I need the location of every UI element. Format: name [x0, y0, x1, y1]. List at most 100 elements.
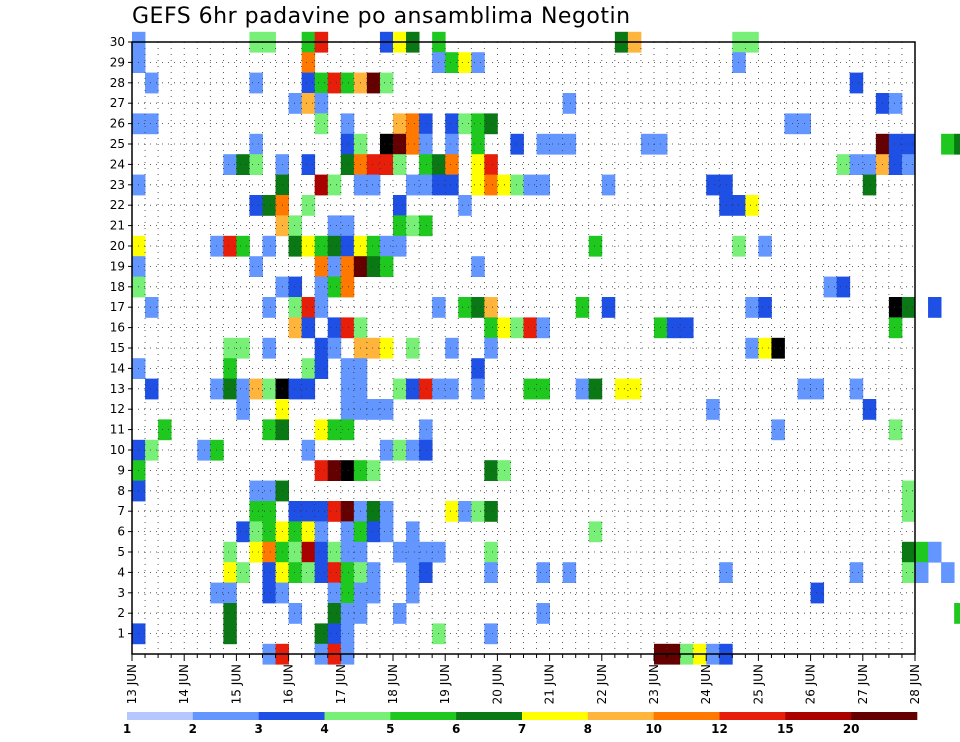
heatmap-cell: [314, 358, 329, 379]
heatmap-cell: [249, 521, 263, 543]
heatmap-cell: [366, 562, 381, 583]
heatmap-cell: [249, 195, 263, 216]
heatmap-cell: [393, 439, 407, 461]
heatmap-cell: [406, 337, 420, 359]
heatmap-cell: [719, 174, 733, 196]
heatmap-cell: [223, 582, 237, 604]
heatmap-cell: [419, 215, 433, 237]
heatmap-cell: [301, 195, 316, 216]
x-tick-label: 21 JUN: [543, 664, 557, 704]
y-tick-label: 4: [117, 565, 125, 579]
heatmap-cell: [236, 562, 250, 583]
heatmap-cell: [327, 215, 342, 237]
colorbar-label: 7: [518, 722, 526, 736]
heatmap-cell: [379, 501, 394, 522]
heatmap-cell: [288, 378, 303, 400]
heatmap-cell: [393, 235, 407, 257]
heatmap-cell: [510, 133, 524, 155]
heatmap-cell: [523, 317, 537, 339]
heatmap-cell: [223, 541, 237, 563]
heatmap-cell: [393, 154, 407, 175]
heatmap-cell: [458, 297, 472, 318]
heatmap-cell: [849, 562, 864, 583]
heatmap-cell: [393, 195, 407, 216]
heatmap-cell: [484, 562, 498, 583]
heatmap-cells: [132, 31, 960, 665]
heatmap-cell: [340, 235, 355, 257]
heatmap-cell: [536, 603, 550, 624]
heatmap-cell: [327, 337, 342, 359]
heatmap-cell: [249, 72, 263, 94]
heatmap-cell: [484, 174, 498, 196]
heatmap-cell: [471, 297, 485, 318]
heatmap-cell: [340, 521, 355, 543]
y-tick-label: 11: [110, 423, 125, 437]
heatmap-cell: [340, 133, 355, 155]
colorbar-swatch: [127, 712, 194, 720]
y-tick-label: 22: [110, 198, 125, 212]
heatmap-cell: [340, 358, 355, 379]
heatmap-cell: [419, 174, 433, 196]
heatmap-cell: [262, 195, 276, 216]
x-tick-label: 27 JUN: [856, 664, 870, 704]
heatmap-cell: [366, 501, 381, 522]
heatmap-cell: [262, 378, 276, 400]
heatmap-cell: [379, 133, 394, 155]
heatmap-cell: [393, 133, 407, 155]
heatmap-cell: [223, 562, 237, 583]
heatmap-cell: [249, 501, 263, 522]
heatmap-cell: [340, 501, 355, 522]
y-tick-label: 1: [117, 627, 125, 641]
heatmap-cell: [301, 521, 316, 543]
y-tick-label: 26: [110, 117, 125, 131]
heatmap-cell: [445, 113, 459, 135]
heatmap-cell: [340, 623, 355, 645]
heatmap-cell: [327, 419, 342, 441]
heatmap-cell: [327, 276, 342, 298]
y-tick-label: 3: [117, 586, 125, 600]
y-tick-label: 2: [117, 606, 125, 620]
heatmap-cell: [327, 235, 342, 257]
heatmap-cell: [901, 501, 916, 522]
y-tick-label: 20: [110, 239, 125, 253]
x-tick-label: 23 JUN: [647, 664, 661, 704]
heatmap-cell: [314, 174, 329, 196]
heatmap-cell: [314, 235, 329, 257]
heatmap-cell: [745, 297, 759, 318]
heatmap-cell: [145, 439, 159, 461]
heatmap-cell: [419, 154, 433, 175]
heatmap-cell: [445, 337, 459, 359]
heatmap-cell: [406, 215, 420, 237]
colorbar-label: 15: [777, 722, 794, 736]
heatmap-cell: [288, 603, 303, 624]
heatmap-cell: [210, 582, 224, 604]
heatmap-cell: [301, 562, 316, 583]
heatmap-cell: [888, 93, 903, 114]
heatmap-cell: [262, 562, 276, 583]
heatmap-cell: [406, 133, 420, 155]
chart-title: GEFS 6hr padavine po ansamblima Negotin: [132, 4, 631, 29]
colorbar-swatch: [258, 712, 325, 720]
heatmap-cell: [262, 521, 276, 543]
colorbar-label: 1: [123, 722, 131, 736]
heatmap-cell: [536, 317, 550, 339]
heatmap-cell: [419, 113, 433, 135]
x-tick-label: 15 JUN: [229, 664, 243, 704]
colorbar-swatch: [324, 712, 391, 720]
heatmap-cell: [314, 562, 329, 583]
colorbar-swatch: [192, 712, 259, 720]
heatmap-cell: [784, 113, 798, 135]
heatmap-cell: [197, 439, 211, 461]
heatmap-cell: [445, 378, 459, 400]
heatmap-cell: [288, 317, 303, 339]
heatmap-cell: [366, 460, 381, 481]
heatmap-cell: [771, 337, 785, 359]
y-tick-label: 5: [117, 545, 125, 559]
heatmap-cell: [849, 378, 864, 400]
y-tick-label: 29: [110, 55, 125, 69]
heatmap-cell: [484, 460, 498, 481]
heatmap-cell: [327, 72, 342, 94]
heatmap-cell: [223, 358, 237, 379]
x-tick-label: 16 JUN: [282, 664, 296, 704]
